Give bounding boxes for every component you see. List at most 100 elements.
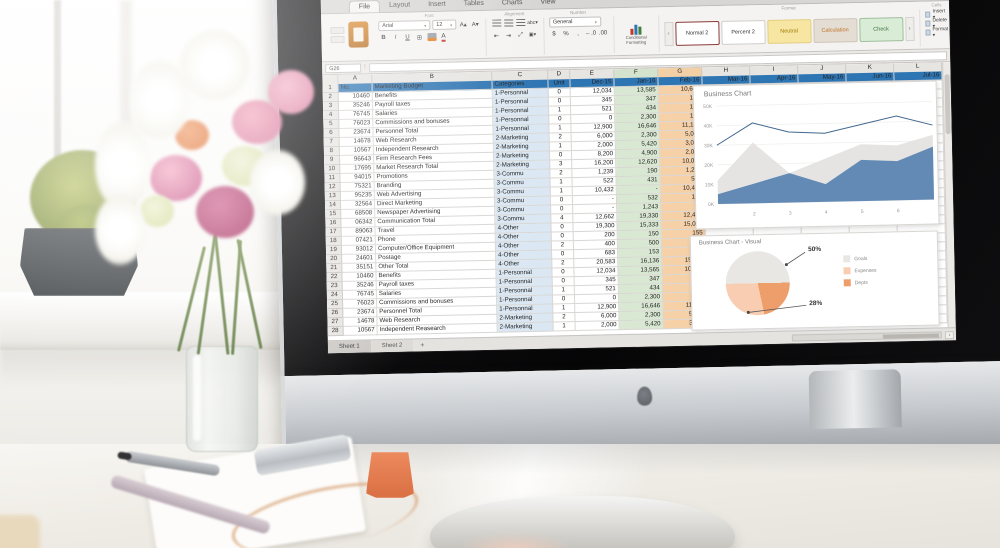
row-header-28[interactable]: 28 (327, 326, 344, 337)
row-header-19[interactable]: 19 (325, 245, 343, 256)
underline-button[interactable]: U (405, 34, 410, 41)
header-cell[interactable]: Unit (548, 79, 571, 89)
grid-cell[interactable]: 0 (551, 205, 574, 215)
decrease-indent-button[interactable]: ⇤ (493, 33, 500, 40)
conditional-formatting-icon[interactable] (629, 23, 642, 36)
grid-cell[interactable]: 0 (550, 196, 574, 206)
row-header-7[interactable]: 7 (323, 137, 340, 148)
grid-cell[interactable]: 1 (552, 286, 575, 296)
conditional-formatting-label[interactable]: Conditional Formatting (625, 34, 647, 45)
row-header-25[interactable]: 25 (327, 299, 344, 310)
grid-cell[interactable]: 1 (549, 142, 572, 152)
grid-cell[interactable]: 1 (550, 178, 573, 188)
number-,-button[interactable]: , (577, 30, 579, 37)
grid-cell[interactable]: 1 (553, 322, 576, 332)
pie-chart-panel[interactable]: Business Chart - Visual 50% 28% Goals Exp… (689, 230, 940, 331)
row-header-20[interactable]: 20 (326, 254, 343, 265)
grid-cell[interactable]: 10567 (343, 326, 378, 336)
align-right-button[interactable] (515, 18, 525, 28)
number-%-button[interactable]: % (563, 31, 569, 38)
tab-layout[interactable]: Layout (389, 1, 411, 9)
styles-scroll-left[interactable]: ‹ (663, 21, 674, 46)
business-chart-panel[interactable]: Business Chart 0K 10K 20K 30K 40K 50K 2 3 4 5 6 (692, 80, 940, 230)
grow-font-button[interactable]: A▴ (459, 21, 467, 28)
fill-button[interactable] (330, 26, 345, 35)
row-header-26[interactable]: 26 (327, 308, 344, 319)
style-percent-2[interactable]: Percent 2 (720, 19, 766, 45)
tab-insert[interactable]: Insert (428, 0, 446, 9)
grid-cell[interactable]: 0 (549, 151, 573, 161)
grid-cell[interactable]: 2 (551, 241, 575, 251)
align-left-button[interactable] (491, 19, 501, 29)
row-header-27[interactable]: 27 (327, 317, 344, 328)
grid-cell[interactable]: 5,420 (619, 320, 664, 331)
row-header-21[interactable]: 21 (326, 263, 343, 274)
grid-cell[interactable]: 1 (549, 106, 572, 116)
grid-cell[interactable]: 0 (552, 268, 575, 278)
bold-button[interactable]: B (381, 34, 386, 42)
grid-cell[interactable]: 1 (549, 124, 572, 134)
row-header-8[interactable]: 8 (323, 146, 340, 157)
grid-cell[interactable]: 1 (553, 304, 576, 314)
row-header-17[interactable]: 17 (325, 227, 342, 238)
decrease-decimal-button[interactable]: ←.0 (585, 30, 597, 37)
grid-cell[interactable]: 0 (548, 97, 572, 107)
row-header-24[interactable]: 24 (326, 290, 344, 301)
scroll-right-button[interactable]: ‹ (944, 331, 954, 340)
grid-cell[interactable]: Independent Reasearch (377, 323, 498, 336)
font-size-select[interactable]: 12 ▾ (432, 19, 457, 30)
row-header-11[interactable]: 11 (324, 173, 341, 184)
grid-cell[interactable]: 3 (550, 160, 573, 170)
grid-cell[interactable]: 0 (549, 115, 572, 125)
tab-tables[interactable]: Tables (463, 0, 484, 8)
style-neutral[interactable]: Neutral (766, 18, 812, 44)
grid-cell[interactable]: 0 (551, 223, 574, 233)
clear-button[interactable] (330, 35, 345, 44)
sheet-tab-sheet-2[interactable]: Sheet 2 (370, 339, 414, 353)
grid-cell[interactable]: 1 (550, 187, 573, 197)
row-header-15[interactable]: 15 (325, 209, 342, 220)
row-header-14[interactable]: 14 (324, 200, 342, 211)
increase-decimal-button[interactable]: .00 (598, 30, 608, 37)
row-header-13[interactable]: 13 (324, 191, 341, 202)
row-header-3[interactable]: 3 (322, 101, 340, 112)
fill-color-button[interactable] (426, 32, 437, 42)
sheet-tab-sheet-1[interactable]: Sheet 1 (327, 340, 371, 354)
grid-cell[interactable]: 2-Marketing (497, 322, 554, 333)
name-box[interactable]: G26 (325, 62, 362, 73)
grid-cell[interactable]: 0 (548, 88, 571, 98)
number-$-button[interactable]: $ (552, 31, 556, 38)
row-header-5[interactable]: 5 (323, 119, 340, 130)
add-sheet-button[interactable]: + (420, 341, 425, 349)
row-header-2[interactable]: 2 (322, 92, 339, 103)
grid-cell[interactable]: 2 (550, 169, 573, 179)
merge-button[interactable]: ▣▾ (528, 31, 537, 38)
borders-button[interactable]: ⊞ (416, 34, 423, 41)
align-center-button[interactable] (503, 18, 513, 28)
row-header-6[interactable]: 6 (323, 128, 340, 139)
tab-charts[interactable]: Charts (501, 0, 523, 7)
row-header-9[interactable]: 9 (324, 155, 341, 166)
horizontal-scrollbar[interactable] (791, 331, 942, 342)
row-header-18[interactable]: 18 (325, 236, 342, 247)
style-calculation[interactable]: Calculation (812, 17, 858, 43)
grid-cell[interactable]: 2,000 (575, 321, 620, 332)
increase-indent-button[interactable]: ⇥ (505, 32, 512, 39)
style-check[interactable]: Check (858, 16, 904, 42)
tab-view[interactable]: View (540, 0, 556, 6)
row-header-1[interactable]: 1 (322, 83, 339, 94)
tab-file[interactable]: File (348, 0, 381, 13)
font-name-select[interactable]: Arial ▾ (378, 20, 431, 32)
font-color-button[interactable]: A (441, 32, 446, 42)
row-header-23[interactable]: 23 (326, 281, 343, 292)
grid-cell[interactable]: 2 (552, 259, 575, 269)
cells-format-button[interactable]: Format ▾ (925, 26, 949, 38)
row-header-10[interactable]: 10 (324, 164, 341, 175)
grid-cell[interactable]: 2 (549, 133, 572, 143)
grid-cell[interactable]: 4 (551, 214, 574, 224)
style-normal-2[interactable]: Normal 2 (674, 20, 720, 46)
row-header-22[interactable]: 22 (326, 272, 343, 283)
row-header-16[interactable]: 16 (325, 218, 342, 229)
row-header-12[interactable]: 12 (324, 182, 341, 193)
grid-cell[interactable]: 0 (552, 250, 575, 260)
